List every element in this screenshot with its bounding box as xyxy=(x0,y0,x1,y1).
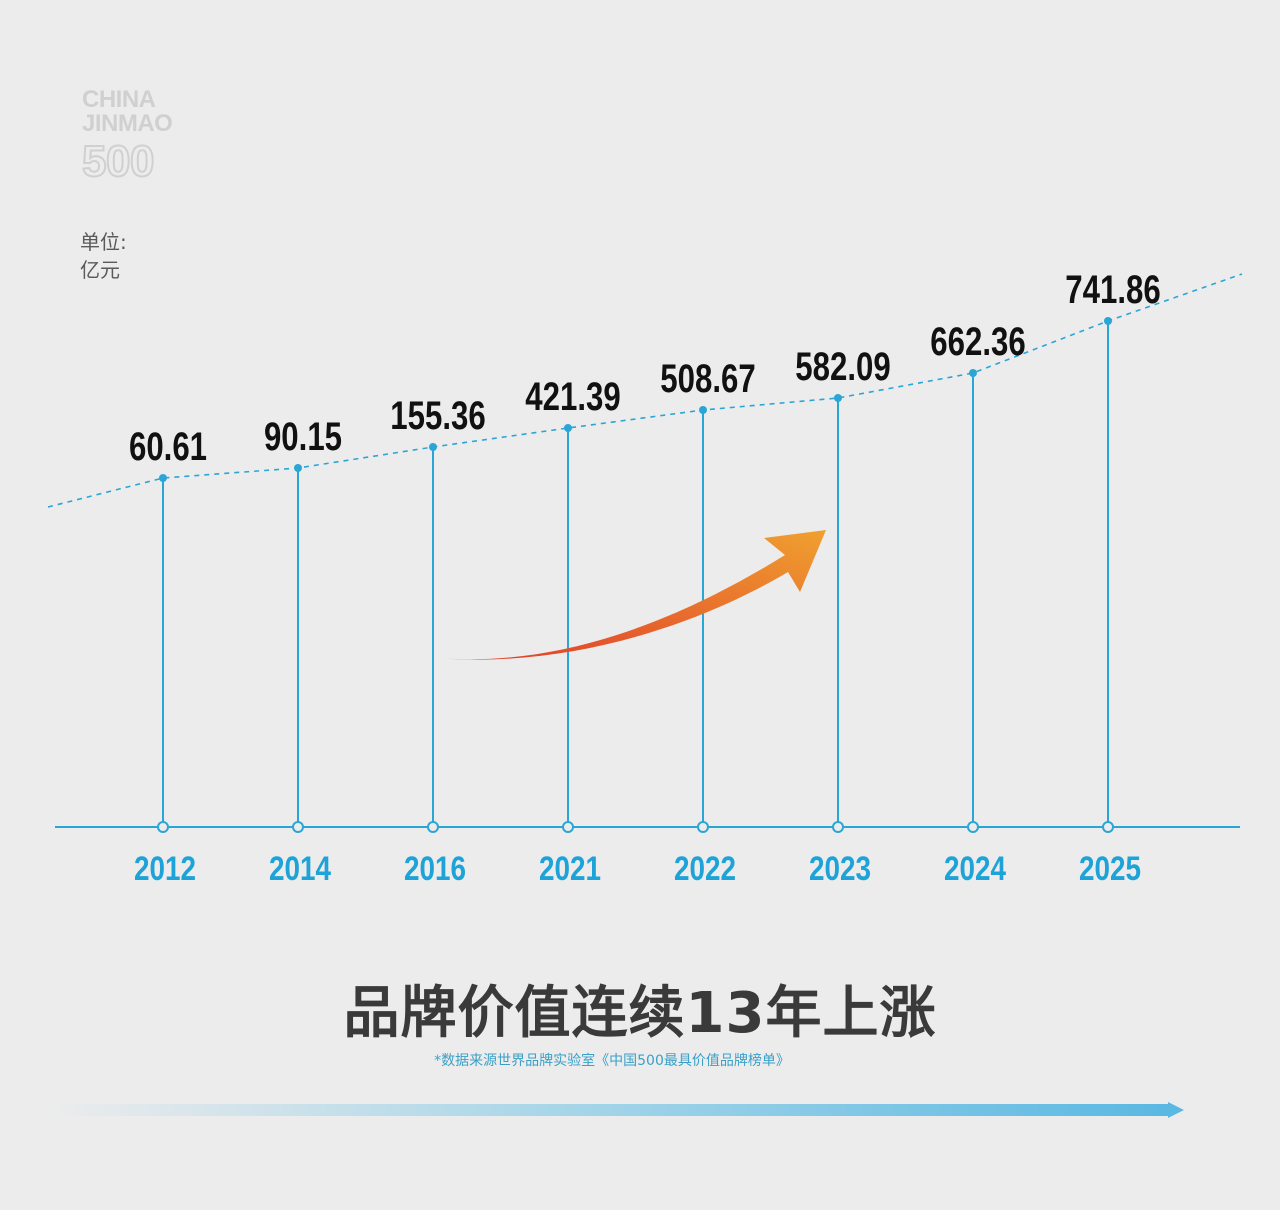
year-tick-label-2024: 2024 xyxy=(944,849,1007,887)
data-point-2021 xyxy=(564,424,572,432)
axis-node-2014 xyxy=(292,821,304,833)
brand-value-chart: 2012 60.61 2014 90.15 2016 155.36 2021 421.39 20… xyxy=(47,267,1243,888)
data-point-2025 xyxy=(1104,317,1112,325)
data-point-2023 xyxy=(834,394,842,402)
bottom-decorative-arrow-bar xyxy=(50,1104,1170,1116)
value-label-2014: 90.15 xyxy=(264,414,342,459)
year-tick-label-2014: 2014 xyxy=(269,849,332,887)
data-point-2022 xyxy=(699,406,707,414)
axis-node-2025 xyxy=(1102,821,1114,833)
upward-trend-arrow xyxy=(438,530,826,660)
chart-headline: 品牌价值连续13年上涨 xyxy=(343,981,937,1046)
china-jinmao-500-logo: CHINA JINMAO 500 xyxy=(81,86,173,187)
year-tick-label-2023: 2023 xyxy=(809,849,871,887)
logo-line-china: CHINA xyxy=(82,86,156,113)
trend-dashed-line xyxy=(47,273,1243,508)
bottom-arrow-tip-icon xyxy=(1168,1102,1184,1118)
logo-line-jinmao: JINMAO xyxy=(82,110,173,137)
axis-node-2024 xyxy=(967,821,979,833)
data-source-note: *数据来源世界品牌实验室《中国500最具价值品牌榜单》 xyxy=(434,1053,790,1069)
logo-number-500: 500 xyxy=(81,137,155,187)
value-label-2023: 582.09 xyxy=(795,344,890,389)
value-label-2021: 421.39 xyxy=(525,374,620,419)
axis-node-2022 xyxy=(697,821,709,833)
data-point-2014 xyxy=(294,464,302,472)
year-tick-label-2021: 2021 xyxy=(539,849,601,887)
axis-node-2021 xyxy=(562,821,574,833)
value-label-2012: 60.61 xyxy=(129,424,207,469)
axis-node-2023 xyxy=(832,821,844,833)
year-tick-label-2016: 2016 xyxy=(404,849,466,887)
unit-label: 单位: 亿元 xyxy=(80,228,127,284)
data-point-2012 xyxy=(159,474,167,482)
data-point-2024 xyxy=(969,369,977,377)
data-point-2016 xyxy=(429,443,437,451)
year-tick-label-2022: 2022 xyxy=(674,849,736,887)
value-label-2022: 508.67 xyxy=(660,356,755,401)
value-label-2024: 662.36 xyxy=(930,319,1025,364)
unit-label-line1: 单位: xyxy=(80,230,127,254)
year-tick-label-2025: 2025 xyxy=(1079,849,1141,887)
value-label-2025: 741.86 xyxy=(1065,267,1160,312)
axis-node-2012 xyxy=(157,821,169,833)
axis-node-2016 xyxy=(427,821,439,833)
value-label-2016: 155.36 xyxy=(390,393,485,438)
unit-label-line2: 亿元 xyxy=(80,258,120,282)
year-tick-label-2012: 2012 xyxy=(134,849,196,887)
